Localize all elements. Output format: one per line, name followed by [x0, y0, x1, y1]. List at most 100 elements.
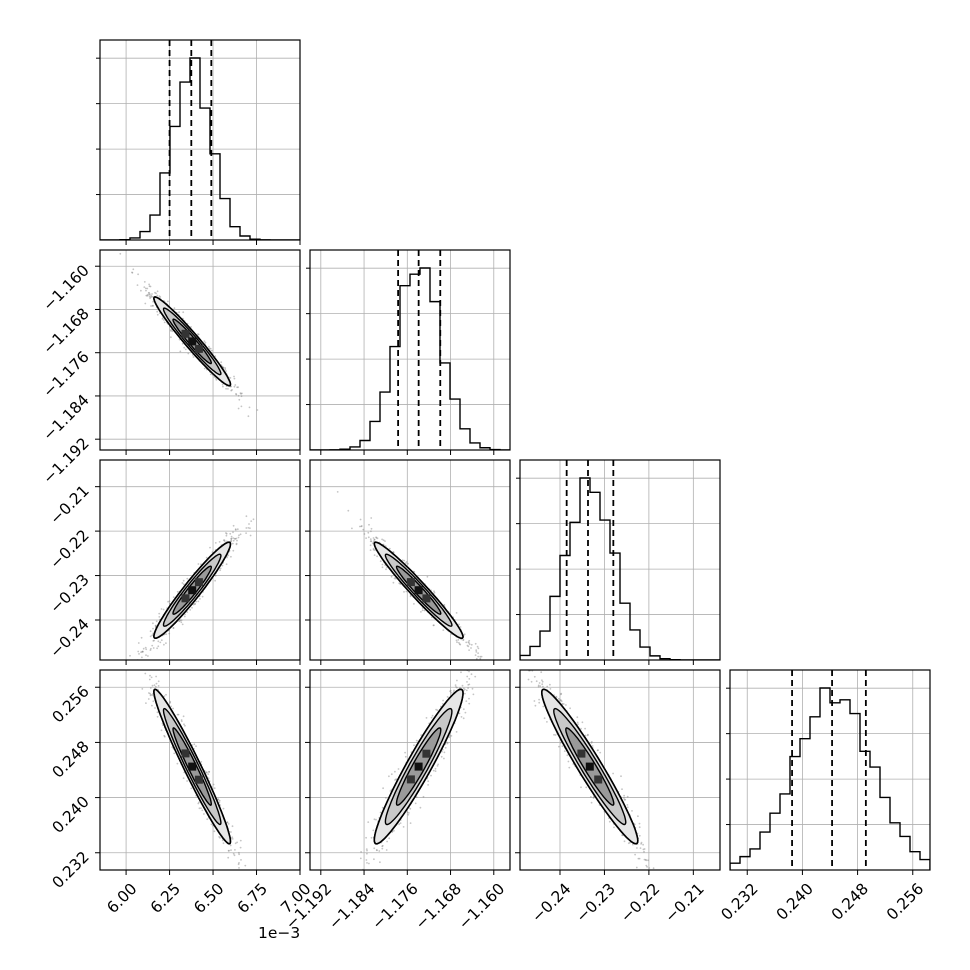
scatter-point [413, 603, 415, 605]
scatter-point [153, 684, 156, 687]
scatter-point [460, 716, 463, 718]
scatter-point [257, 912, 259, 914]
scatter-point [455, 612, 458, 614]
scatter-point [205, 771, 208, 773]
scatter-point [152, 622, 154, 625]
scatter-point [146, 293, 149, 296]
scatter-point [151, 694, 154, 696]
scatter-point [629, 841, 631, 844]
scatter-point [369, 549, 372, 551]
scatter-point [217, 798, 219, 800]
scatter-point [178, 311, 181, 314]
scatter-point [442, 629, 445, 631]
scatter-point [205, 771, 208, 774]
scatter-point [464, 688, 466, 691]
scatter-point [137, 273, 140, 276]
scatter-point [472, 662, 474, 664]
scatter-point [155, 620, 158, 623]
x-tick-label: 6.25 [147, 880, 184, 917]
scatter-point [470, 643, 473, 646]
scatter-point [560, 699, 562, 701]
density-peak [194, 578, 203, 587]
scatter-point [398, 823, 400, 826]
scatter-point [150, 647, 152, 650]
scatter-point [373, 818, 376, 821]
scatter-point [204, 341, 207, 344]
density-peak [422, 749, 431, 758]
scatter-point [381, 538, 383, 541]
scatter-point [459, 687, 461, 689]
scatter-point [385, 849, 388, 851]
scatter-point [194, 603, 196, 605]
scatter-point [430, 774, 432, 777]
scatter-point [477, 649, 479, 651]
scatter-point [623, 797, 625, 799]
scatter-point [384, 540, 386, 542]
scatter-point [431, 714, 434, 717]
scatter-point [280, 948, 282, 950]
scatter-point [145, 294, 148, 297]
scatter-point [367, 536, 370, 539]
panel-frame [99, 669, 301, 871]
scatter-point [180, 621, 183, 624]
scatter-point [156, 711, 159, 714]
scatter-point [397, 768, 400, 770]
scatter-point [170, 705, 173, 708]
scatter-point [225, 532, 228, 535]
scatter-point [219, 567, 222, 570]
scatter-point [200, 760, 203, 763]
y-tick-label: −1.168 [40, 305, 93, 358]
scatter-point [168, 600, 171, 602]
scatter-point [180, 719, 183, 721]
scatter-point [230, 389, 233, 392]
scatter-point [182, 715, 185, 718]
scatter-point [156, 290, 159, 293]
scatter-point [448, 735, 451, 737]
scatter-point [379, 560, 382, 563]
scatter-point [415, 739, 418, 742]
scatter-point [149, 692, 152, 695]
scatter-point [244, 872, 246, 874]
scatter-point [645, 864, 648, 867]
scatter-point [151, 704, 153, 707]
scatter-point [395, 577, 397, 580]
density-peak [188, 586, 197, 595]
scatter-point [239, 839, 242, 842]
scatter-point [154, 707, 156, 709]
scatter-point [399, 583, 402, 585]
scatter-point [249, 527, 251, 530]
scatter-point [160, 729, 163, 732]
scatter-point [215, 378, 218, 381]
y-tick-label: −0.21 [47, 482, 93, 528]
scatter-point [427, 784, 429, 786]
scatter-point [170, 328, 172, 331]
scatter-point [217, 798, 220, 801]
scatter-point [225, 534, 228, 537]
x-tick-label: −1.168 [412, 880, 465, 933]
scatter-point [632, 843, 634, 846]
scatter-point [450, 691, 453, 694]
scatter-point [409, 595, 412, 598]
scatter-point [437, 763, 439, 766]
scatter-point [388, 775, 390, 778]
scatter-point [394, 779, 396, 781]
scatter-point [197, 333, 200, 336]
scatter-point [186, 577, 189, 580]
scatter-point [233, 385, 236, 388]
scatter-point [459, 643, 462, 646]
scatter-point [218, 541, 221, 543]
scatter-point [227, 823, 230, 825]
scatter-point [485, 663, 487, 665]
scatter-point [163, 735, 166, 738]
scatter-point [434, 767, 437, 770]
scatter-point [446, 742, 449, 745]
scatter-point [141, 688, 144, 690]
scatter-point [148, 283, 151, 286]
scatter-point [468, 697, 470, 700]
scatter-point [151, 644, 154, 647]
scatter-point [541, 683, 544, 686]
scatter-point [382, 787, 384, 790]
scatter-point [238, 862, 240, 864]
scatter-point [189, 609, 192, 611]
scatter-point [154, 291, 156, 294]
